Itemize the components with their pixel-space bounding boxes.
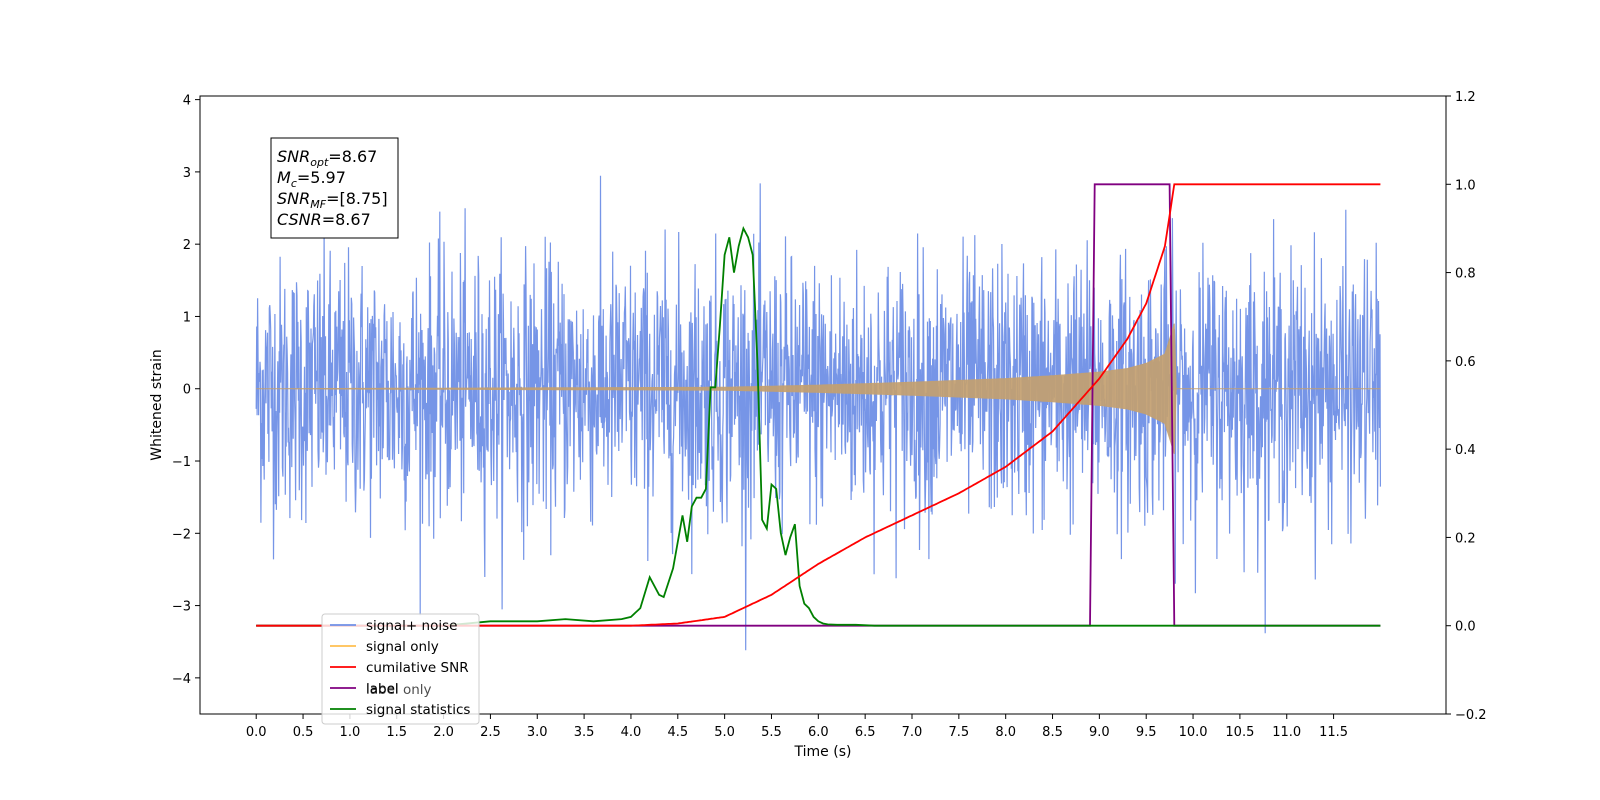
- x-tick-label: 8.5: [1042, 725, 1063, 740]
- y2-tick-label: 0.0: [1455, 620, 1476, 635]
- y2-tick-label: 0.2: [1455, 531, 1476, 546]
- x-tick-label: 2.5: [480, 725, 501, 740]
- legend-label: signal only: [366, 639, 439, 655]
- y-tick-label: 4: [183, 94, 191, 109]
- x-tick-label: 2.0: [433, 725, 454, 740]
- series-signal-only: [256, 323, 1381, 454]
- y2-tick-label: 1.2: [1455, 90, 1476, 105]
- x-tick-label: 4.5: [667, 725, 688, 740]
- x-tick-label: 9.0: [1089, 725, 1110, 740]
- annotation-line: Mc=5.97: [277, 168, 346, 190]
- annotation-line: SNRMF=[8.75]: [277, 189, 388, 211]
- annotation-line: SNRopt=8.67: [277, 147, 377, 169]
- series-signal-statistics: [256, 225, 1381, 627]
- legend-label: signal+ noise: [366, 618, 457, 634]
- plot-frame: [199, 95, 1447, 715]
- legend-frame: [321, 613, 480, 725]
- x-tick-label: 5.0: [714, 725, 735, 740]
- x-tick-label: 0.5: [293, 725, 314, 740]
- y-tick-label: 1: [183, 310, 191, 325]
- annotation-line: CSNR=8.67: [277, 210, 371, 229]
- y2-tick-label: 0.4: [1455, 443, 1476, 458]
- x-tick-label: 6.5: [855, 725, 876, 740]
- y-tick-label: 0: [183, 383, 191, 398]
- x-tick-label: 7.0: [902, 725, 923, 740]
- y-tick-label: 2: [183, 238, 191, 253]
- y2-tick-label: 0.6: [1455, 355, 1476, 370]
- y-axis-title: Whitened strain: [149, 349, 165, 460]
- x-tick-label: 6.0: [808, 725, 829, 740]
- y-tick-label: −4: [172, 672, 191, 687]
- x-tick-label: 10.0: [1179, 725, 1208, 740]
- series-layer: [255, 175, 1381, 651]
- x-tick-label: 0.0: [246, 725, 267, 740]
- y2-tick-label: −0.2: [1455, 708, 1487, 723]
- legend-label: signal statistics: [366, 702, 470, 718]
- y2-tick-label: 0.8: [1455, 267, 1476, 282]
- y2-tick-label: 1.0: [1455, 178, 1476, 193]
- y-tick-label: 3: [183, 166, 191, 181]
- x-tick-label: 1.5: [386, 725, 407, 740]
- y-axis-right: 1.2 1.0 0.8 0.6 0.4 0.2 0.0 −0.2: [1446, 90, 1487, 723]
- x-tick-label: 10.5: [1225, 725, 1254, 740]
- annotation-frame: [270, 137, 399, 239]
- legend-label: label: [366, 681, 399, 697]
- x-tick-label: 11.0: [1272, 725, 1301, 740]
- series-signal-noise: [255, 175, 1381, 651]
- x-tick-label: 3.5: [574, 725, 595, 740]
- x-axis: 0.0 0.5 1.0 1.5 2.0 2.5 3.0 3.5 4.0 4.5 5.0 5.5 6.0 6…: [246, 714, 1348, 740]
- legend-occluded-text: label only: [366, 682, 432, 698]
- x-axis-title: Time (s): [794, 744, 852, 760]
- x-tick-label: 4.0: [621, 725, 642, 740]
- x-tick-label: 5.5: [761, 725, 782, 740]
- x-tick-label: 7.5: [948, 725, 969, 740]
- y-tick-label: −3: [172, 600, 191, 615]
- x-tick-label: 11.5: [1319, 725, 1348, 740]
- x-tick-label: 3.0: [527, 725, 548, 740]
- x-tick-label: 9.5: [1136, 725, 1157, 740]
- x-tick-label: 8.0: [995, 725, 1016, 740]
- y-tick-label: −2: [172, 527, 191, 542]
- y-axis-left: 4 3 2 1 0 −1 −2 −3 −4: [172, 94, 200, 687]
- y-tick-label: −1: [172, 455, 191, 470]
- legend: label only signal+ noise signal only cumila…: [321, 613, 480, 725]
- legend-label: cumilative SNR: [366, 660, 469, 676]
- x-tick-label: 1.0: [340, 725, 361, 740]
